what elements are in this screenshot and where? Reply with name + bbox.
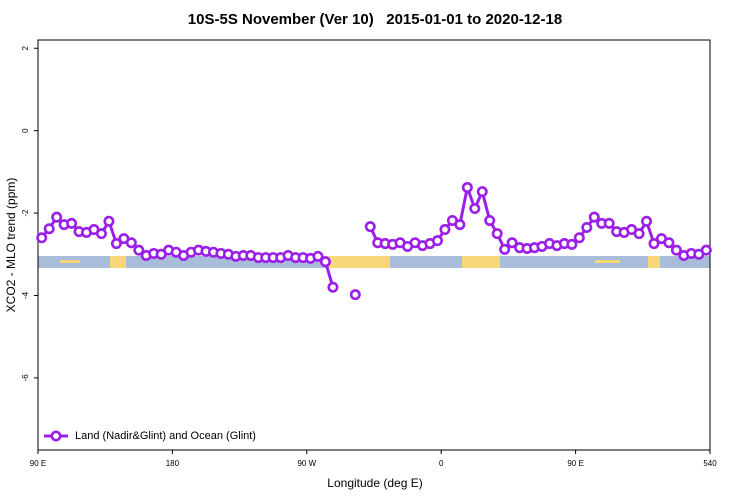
data-point [484, 214, 496, 226]
land-band [462, 256, 500, 268]
land-band [595, 260, 620, 263]
data-point [95, 228, 107, 240]
data-point [454, 219, 466, 231]
x-tick-label: 180 [166, 459, 180, 468]
data-point [641, 215, 653, 227]
data-point [439, 224, 451, 236]
land-band [648, 256, 660, 268]
data-point [663, 237, 675, 249]
data-point [364, 221, 376, 233]
y-tick-label: -2 [21, 209, 30, 217]
data-point [110, 238, 122, 250]
data-point [103, 215, 115, 227]
data-point [43, 223, 55, 235]
y-tick-label: -6 [21, 374, 30, 382]
y-tick-label: -4 [21, 291, 30, 299]
data-point [499, 243, 511, 255]
x-axis-label: Longitude (deg E) [327, 476, 422, 490]
data-point [648, 238, 660, 250]
data-point [670, 244, 682, 256]
data-point [431, 235, 443, 247]
legend-marker [50, 430, 62, 442]
y-tick-label: 2 [21, 45, 30, 50]
map-strip [38, 256, 710, 268]
data-point [476, 186, 488, 198]
x-tick-label: 540 [703, 459, 717, 468]
data-point [469, 203, 481, 215]
data-point [51, 211, 63, 223]
plot-frame [37, 39, 711, 451]
data-point [603, 217, 615, 229]
data-point [491, 228, 503, 240]
data-point [566, 238, 578, 250]
chart-title: 10S-5S November (Ver 10) 2015-01-01 to 2… [188, 11, 562, 28]
data-point [349, 289, 361, 301]
series-line [40, 186, 707, 288]
data-point [700, 244, 712, 256]
land-band [60, 260, 80, 263]
data-point [573, 232, 585, 244]
data-point [588, 211, 600, 223]
x-tick-label: 0 [439, 459, 444, 468]
data-point [125, 237, 137, 249]
data-point [312, 250, 324, 262]
legend-label: Land (Nadir&Glint) and Ocean (Glint) [75, 430, 256, 442]
data-point [461, 182, 473, 194]
x-tick-label: 90 W [297, 459, 316, 468]
data-point [66, 217, 78, 229]
data-point [36, 232, 48, 244]
data-point [506, 237, 518, 249]
data-point [319, 256, 331, 268]
data-point [633, 228, 645, 240]
data-point [327, 281, 339, 293]
x-tick-label: 90 E [30, 459, 46, 468]
y-axis-label: XCO2 - MLO trend (ppm) [4, 178, 18, 313]
x-tick-label: 90 E [567, 459, 583, 468]
land-band [110, 256, 126, 268]
y-tick-label: 0 [21, 128, 30, 133]
land-band [328, 256, 390, 268]
data-point [133, 244, 145, 256]
data-point [581, 221, 593, 233]
